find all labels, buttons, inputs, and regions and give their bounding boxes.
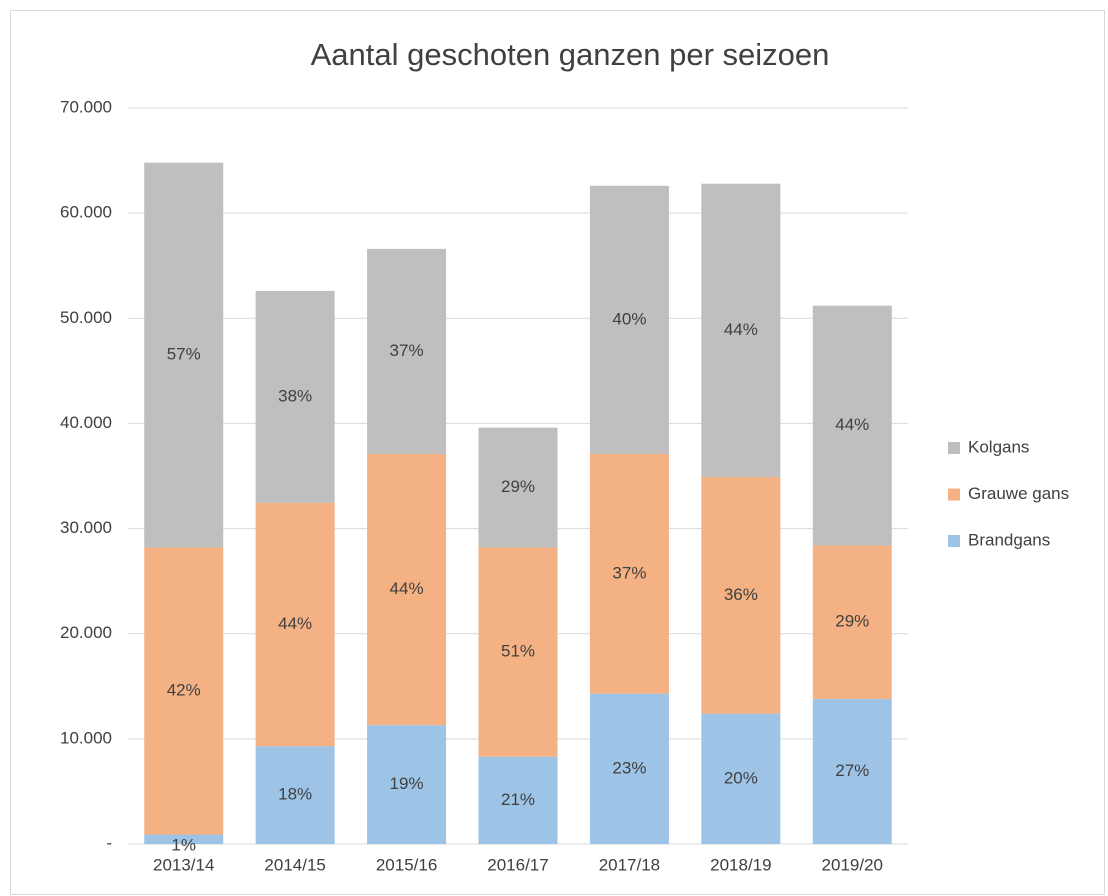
data-label: 40% xyxy=(612,309,646,328)
bar-segment xyxy=(255,290,335,503)
data-label: 42% xyxy=(167,681,201,700)
y-tick-label: 40.000 xyxy=(60,413,112,432)
y-tick-label: 10.000 xyxy=(60,728,112,747)
bar-segment xyxy=(812,545,892,699)
x-tick-label: 2018/19 xyxy=(710,855,771,874)
bar-segment xyxy=(255,746,335,844)
x-tick-label: 2017/18 xyxy=(599,855,660,874)
legend-swatch xyxy=(948,488,960,501)
bar-segment xyxy=(478,756,558,844)
data-label: 29% xyxy=(501,477,535,496)
data-label: 44% xyxy=(278,614,312,633)
y-tick-label: - xyxy=(106,833,112,852)
bar-segment xyxy=(589,185,669,454)
bar-segment xyxy=(478,427,558,548)
x-tick-label: 2019/20 xyxy=(822,855,883,874)
x-tick-label: 2013/14 xyxy=(153,855,214,874)
data-label: 18% xyxy=(278,785,312,804)
data-label: 27% xyxy=(835,761,869,780)
data-label: 21% xyxy=(501,790,535,809)
bar-segment xyxy=(478,547,558,757)
data-label: 29% xyxy=(835,612,869,631)
bar-segment xyxy=(701,713,781,844)
data-label: 44% xyxy=(835,415,869,434)
data-label: 44% xyxy=(390,579,424,598)
bar-segment xyxy=(589,453,669,694)
data-label: 37% xyxy=(612,563,646,582)
x-tick-label: 2014/15 xyxy=(264,855,325,874)
data-label: 20% xyxy=(724,768,758,787)
x-tick-label: 2016/17 xyxy=(487,855,548,874)
legend-swatch xyxy=(948,442,960,454)
x-tick-label: 2015/16 xyxy=(376,855,437,874)
bar-segment xyxy=(812,305,892,546)
chart-title: Aantal geschoten ganzen per seizoen xyxy=(311,37,830,72)
data-label: 23% xyxy=(612,758,646,777)
bar-segment xyxy=(367,453,447,726)
bar-segment xyxy=(144,547,224,835)
y-tick-label: 50.000 xyxy=(60,308,112,327)
data-label: 37% xyxy=(390,341,424,360)
bar-segment xyxy=(701,183,781,478)
y-tick-label: 70.000 xyxy=(60,97,112,116)
data-label: 44% xyxy=(724,320,758,339)
legend-label: Grauwe gans xyxy=(968,484,1069,503)
data-label: 36% xyxy=(724,585,758,604)
data-label: 38% xyxy=(278,386,312,405)
bar-segment xyxy=(589,693,669,844)
y-tick-label: 60.000 xyxy=(60,203,112,222)
data-label: 19% xyxy=(390,774,424,793)
legend-label: Kolgans xyxy=(968,437,1029,456)
data-label: 1% xyxy=(171,835,196,854)
data-label: 51% xyxy=(501,642,535,661)
bar-segment xyxy=(701,477,781,714)
bar-segment xyxy=(367,725,447,844)
bar-segment xyxy=(255,502,335,747)
legend-swatch xyxy=(948,535,960,547)
legend-label: Brandgans xyxy=(968,530,1050,549)
y-tick-label: 30.000 xyxy=(60,518,112,537)
bar-segment xyxy=(367,248,447,454)
data-label: 57% xyxy=(167,345,201,364)
bar-segment xyxy=(144,834,224,844)
y-tick-label: 20.000 xyxy=(60,623,112,642)
bar-segment xyxy=(812,698,892,844)
bar-segment xyxy=(144,162,224,548)
